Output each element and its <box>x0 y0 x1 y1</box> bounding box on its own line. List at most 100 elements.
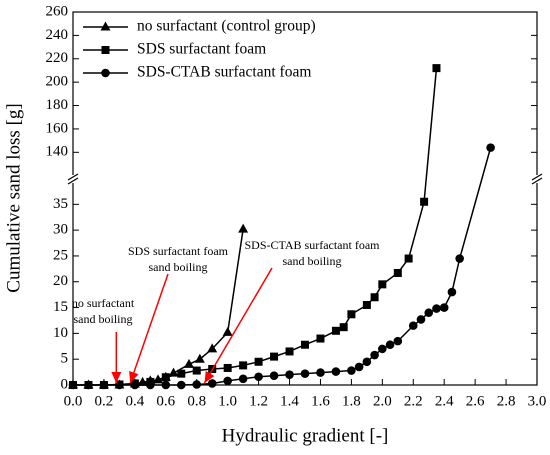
marker <box>223 376 232 386</box>
marker <box>420 197 429 206</box>
arrow-head <box>111 372 122 383</box>
marker <box>404 254 413 263</box>
y-tick-label: 15 <box>53 299 68 315</box>
marker <box>362 300 371 309</box>
marker <box>207 379 217 388</box>
marker <box>269 371 279 381</box>
y-tick-label: 5 <box>61 351 69 367</box>
marker <box>393 268 402 277</box>
x-tick-label: 3.0 <box>528 393 547 409</box>
marker <box>370 293 379 302</box>
x-tick-label: 2.4 <box>435 393 454 409</box>
y-axis-label: Cumulative sand loss [g] <box>3 103 24 292</box>
marker <box>339 323 348 332</box>
marker <box>362 357 372 367</box>
marker <box>331 326 340 335</box>
marker <box>432 64 441 73</box>
y-tick-label: 200 <box>46 74 69 90</box>
y-tick-label: 140 <box>46 144 69 160</box>
annotation: sand boiling <box>149 260 208 274</box>
marker <box>347 310 356 319</box>
axis-break-mark <box>67 173 79 181</box>
marker <box>101 68 110 78</box>
x-tick-label: 2.6 <box>466 393 485 409</box>
annotation-arrow <box>203 267 273 384</box>
marker <box>161 380 171 390</box>
x-tick-label: 1.8 <box>342 393 361 409</box>
x-tick-label: 1.2 <box>249 393 268 409</box>
marker <box>223 363 232 372</box>
marker <box>486 143 495 152</box>
marker <box>194 353 205 363</box>
axis-break-gap <box>533 175 541 183</box>
x-tick-label: 0.8 <box>187 393 206 409</box>
annotation: sand boiling <box>74 312 133 326</box>
arrow-head <box>129 370 139 383</box>
marker <box>385 340 395 350</box>
x-axis-label: Hydraulic gradient [-] <box>222 425 389 446</box>
x-tick-label: 2.2 <box>404 393 423 409</box>
y-tick-label: 25 <box>53 247 68 263</box>
y-tick-label: 240 <box>46 27 69 43</box>
marker <box>239 361 248 370</box>
y-tick-label: 220 <box>46 50 69 66</box>
marker <box>161 373 170 382</box>
x-tick-label: 0.4 <box>125 393 144 409</box>
marker <box>378 280 387 289</box>
axis-break-mark <box>531 173 543 181</box>
marker <box>285 370 294 379</box>
y-tick-label: 160 <box>46 120 69 136</box>
marker <box>184 358 194 368</box>
marker <box>393 336 403 346</box>
x-tick-label: 0.0 <box>64 393 83 409</box>
annotation: SDS-CTAB surfactant foam <box>244 238 380 252</box>
marker <box>424 308 434 318</box>
marker <box>99 380 109 390</box>
y-tick-label: 20 <box>53 273 68 289</box>
marker <box>432 304 441 313</box>
marker <box>447 287 457 297</box>
x-tick-label: 1.4 <box>280 393 299 409</box>
legend-label: no surfactant (control group) <box>137 18 316 35</box>
marker <box>455 254 464 263</box>
x-tick-label: 2.0 <box>373 393 392 409</box>
axis-break-mark <box>531 177 543 185</box>
marker <box>301 340 309 349</box>
marker <box>316 334 325 343</box>
axis-break-mark <box>67 177 79 185</box>
marker <box>347 366 356 375</box>
y-tick-label: 30 <box>53 222 68 238</box>
annotation: SDS surfactant foam <box>128 244 229 258</box>
marker <box>192 380 202 389</box>
legend-label: SDS-CTAB surfactant foam <box>137 64 311 81</box>
marker <box>285 347 294 356</box>
annotation: sand boiling <box>283 254 342 268</box>
marker <box>238 223 249 233</box>
marker <box>354 362 364 372</box>
marker <box>84 380 93 390</box>
y-tick-label: 180 <box>46 97 69 113</box>
x-tick-label: 1.6 <box>311 393 330 409</box>
marker <box>416 315 426 324</box>
marker <box>378 344 387 354</box>
x-tick-label: 0.6 <box>156 393 175 409</box>
y-tick-label: 0 <box>61 376 69 392</box>
marker <box>177 369 186 378</box>
marker <box>101 46 110 54</box>
annotation: no surfactant <box>72 296 135 310</box>
series-line <box>73 68 438 386</box>
marker <box>192 366 201 375</box>
y-tick-label: 35 <box>53 196 68 212</box>
marker <box>222 326 233 336</box>
marker <box>254 372 263 382</box>
arrow-head <box>204 370 215 383</box>
marker <box>300 369 310 378</box>
marker <box>408 321 418 330</box>
marker <box>68 380 78 390</box>
annotation-arrow <box>129 273 169 384</box>
marker <box>331 367 341 376</box>
x-tick-label: 1.0 <box>218 393 237 409</box>
marker <box>176 380 186 390</box>
marker <box>100 21 111 31</box>
